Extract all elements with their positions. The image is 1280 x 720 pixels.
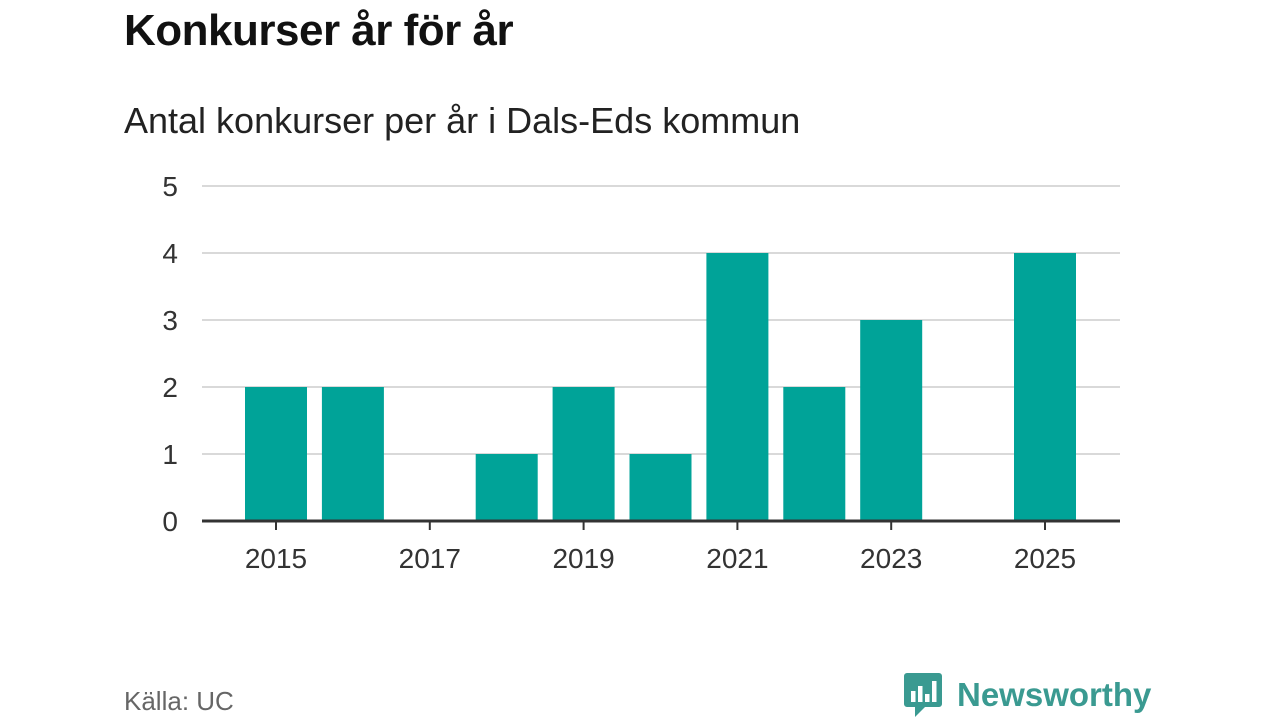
bar-2023 (860, 320, 923, 521)
chart-title: Konkurser år för år (124, 6, 514, 55)
y-tick-label-4: 4 (162, 238, 178, 269)
y-tick-label-5: 5 (162, 171, 178, 202)
bar-2016 (321, 387, 384, 521)
x-axis-ticks: 2015 2017 2019 2021 2023 2025 (245, 521, 1076, 574)
y-tick-label-2: 2 (162, 372, 178, 403)
x-tick-label-2025: 2025 (1014, 543, 1076, 574)
newsworthy-logo-icon (904, 673, 942, 717)
bar-2025 (1014, 253, 1076, 521)
chart-subtitle: Antal konkurser per år i Dals-Eds kommun (124, 100, 801, 141)
x-tick-label-2019: 2019 (552, 543, 614, 574)
bar-2018 (475, 454, 538, 521)
bar-2022 (783, 387, 846, 521)
y-tick-label-1: 1 (162, 439, 178, 470)
bar-2019 (552, 387, 615, 521)
bar-2021 (706, 253, 769, 521)
brand-logo: Newsworthy (903, 670, 1151, 720)
source-note: Källa: UC (124, 686, 234, 716)
bars (245, 253, 1076, 521)
y-tick-label-0: 0 (162, 506, 178, 537)
brand-name: Newsworthy (957, 676, 1152, 713)
bar-2020 (629, 454, 692, 521)
x-tick-label-2017: 2017 (399, 543, 461, 574)
y-axis-ticks: 0 1 2 3 4 5 (162, 171, 178, 537)
x-tick-label-2015: 2015 (245, 543, 307, 574)
x-tick-label-2021: 2021 (706, 543, 768, 574)
bar-2015 (245, 387, 307, 521)
y-tick-label-3: 3 (162, 305, 178, 336)
x-tick-label-2023: 2023 (860, 543, 922, 574)
